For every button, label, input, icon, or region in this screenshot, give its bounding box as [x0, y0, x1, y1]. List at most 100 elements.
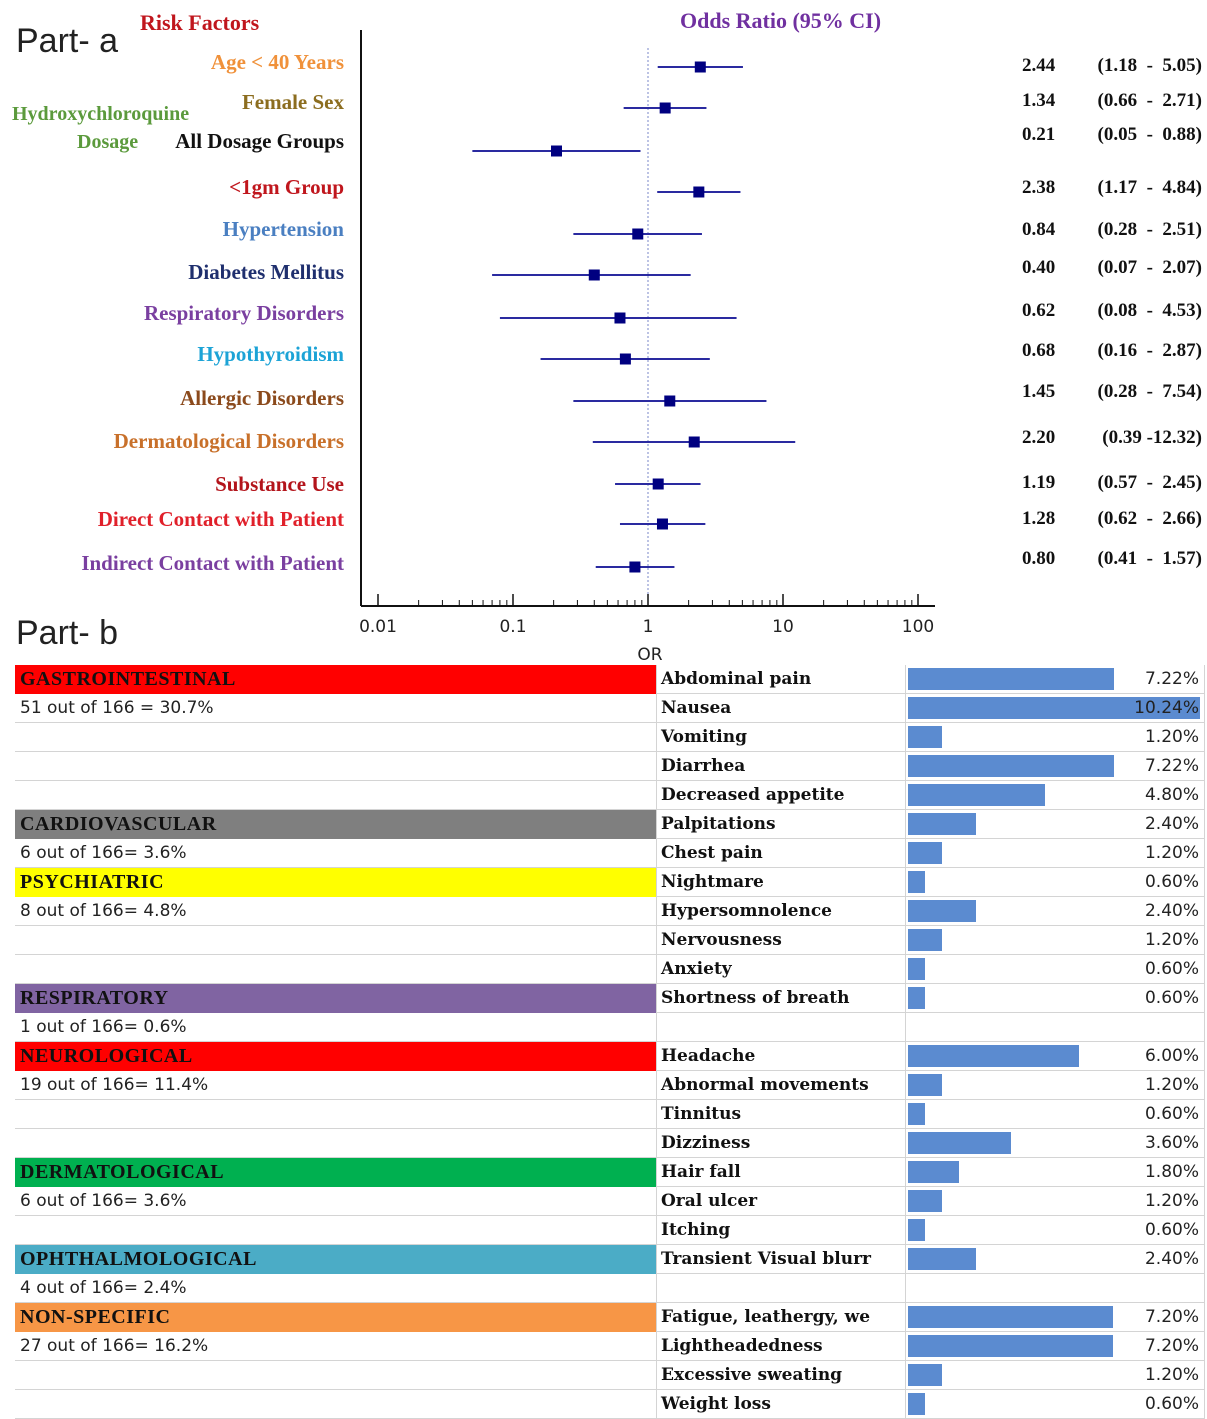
- risk-factor-label: Dermatological Disorders: [113, 429, 344, 453]
- table-row: Excessive sweating 1.20%: [15, 1361, 1205, 1390]
- percent-bar: [908, 1103, 926, 1125]
- symptom-name: Chest pain: [656, 839, 906, 868]
- symptom-name: Excessive sweating: [656, 1361, 906, 1390]
- ci-value: (0.57 - 2.45): [1097, 472, 1202, 493]
- percent-label: 0.60%: [1144, 959, 1199, 979]
- percent-bar: [908, 668, 1114, 690]
- symptom-name: Decreased appetite: [656, 781, 906, 810]
- percent-bar: [908, 1335, 1114, 1357]
- percent-bar: [908, 1161, 960, 1183]
- risk-factor-label: Age < 40 Years: [210, 50, 344, 74]
- category-summary: 6 out of 166= 3.6%: [20, 843, 187, 863]
- or-value: 1.28: [1022, 508, 1056, 529]
- summary-cell: 27 out of 166= 16.2%: [15, 1332, 656, 1361]
- bar-cell: 2.40%: [906, 897, 1205, 926]
- category-summary: 8 out of 166= 4.8%: [20, 901, 187, 921]
- bar-cell: 1.20%: [906, 723, 1205, 752]
- percent-bar: [908, 1393, 926, 1415]
- percent-bar: [908, 726, 943, 748]
- category-name: CARDIOVASCULAR: [20, 813, 217, 835]
- bar-cell: 0.60%: [906, 955, 1205, 984]
- risk-factors-header: Risk Factors: [140, 10, 260, 35]
- symptom-name: Headache: [656, 1042, 906, 1071]
- risk-factor-label: Hypertension: [222, 217, 344, 241]
- ci-value: (0.07 - 2.07): [1097, 257, 1202, 278]
- or-value: 0.68: [1022, 340, 1056, 361]
- bar-cell: 0.60%: [906, 1216, 1205, 1245]
- risk-factor-label: <1gm Group: [229, 175, 344, 199]
- ci-value: (0.62 - 2.66): [1097, 508, 1202, 529]
- symptom-name: Dizziness: [656, 1129, 906, 1158]
- percent-bar: [908, 697, 1200, 719]
- percent-label: 2.40%: [1144, 1249, 1199, 1269]
- ci-value: (0.66 - 2.71): [1097, 90, 1202, 111]
- percent-bar: [908, 1306, 1114, 1328]
- percent-bar: [908, 1074, 943, 1096]
- category-cell: RESPIRATORY: [15, 984, 656, 1013]
- percent-label: 7.20%: [1144, 1307, 1199, 1327]
- table-row: Nervousness 1.20%: [15, 926, 1205, 955]
- table-row: Vomiting 1.20%: [15, 723, 1205, 752]
- table-row: Dizziness 3.60%: [15, 1129, 1205, 1158]
- percent-bar: [908, 1132, 1011, 1154]
- category-name: NON-SPECIFIC: [20, 1306, 171, 1328]
- symptom-name: Palpitations: [656, 810, 906, 839]
- table-row: 51 out of 166 = 30.7% Nausea 10.24%: [15, 694, 1205, 723]
- summary-cell: [15, 1100, 656, 1129]
- category-name: DERMATOLOGICAL: [20, 1161, 225, 1183]
- risk-factor-label: Indirect Contact with Patient: [81, 551, 344, 575]
- category-cell: NON-SPECIFIC: [15, 1303, 656, 1332]
- or-marker: [614, 312, 626, 324]
- bar-cell: 7.22%: [906, 752, 1205, 781]
- percent-bar: [908, 755, 1114, 777]
- summary-cell: 1 out of 166= 0.6%: [15, 1013, 656, 1042]
- or-value: 1.34: [1022, 90, 1056, 111]
- bar-cell: 4.80%: [906, 781, 1205, 810]
- or-marker: [693, 186, 705, 198]
- symptom-name: Abdominal pain: [656, 665, 906, 694]
- or-marker: [550, 145, 562, 157]
- percent-label: 1.20%: [1144, 727, 1199, 747]
- bar-cell: 1.20%: [906, 1071, 1205, 1100]
- category-cell: DERMATOLOGICAL: [15, 1158, 656, 1187]
- table-row: CARDIOVASCULAR Palpitations 2.40%: [15, 810, 1205, 839]
- or-marker: [629, 561, 641, 573]
- symptom-name: Weight loss: [656, 1390, 906, 1419]
- summary-cell: [15, 1390, 656, 1419]
- or-value: 2.20: [1022, 427, 1056, 448]
- percent-label: 2.40%: [1144, 814, 1199, 834]
- risk-factor-label: Substance Use: [215, 472, 344, 496]
- summary-cell: [15, 781, 656, 810]
- percent-label: 6.00%: [1144, 1046, 1199, 1066]
- percent-label: 4.80%: [1144, 785, 1199, 805]
- category-cell: PSYCHIATRIC: [15, 868, 656, 897]
- category-summary: 19 out of 166= 11.4%: [20, 1075, 209, 1095]
- ci-value: (1.17 - 4.84): [1097, 177, 1202, 198]
- percent-label: 10.24%: [1134, 698, 1199, 718]
- table-row: 19 out of 166= 11.4% Abnormal movements 1.…: [15, 1071, 1205, 1100]
- category-cell: GASTROINTESTINAL: [15, 665, 656, 694]
- category-name: OPHTHALMOLOGICAL: [20, 1248, 257, 1270]
- symptom-name: [656, 1274, 906, 1303]
- summary-cell: 19 out of 166= 11.4%: [15, 1071, 656, 1100]
- summary-cell: 8 out of 166= 4.8%: [15, 897, 656, 926]
- bar-cell: [906, 1013, 1205, 1042]
- percent-bar: [908, 1219, 926, 1241]
- percent-bar: [908, 958, 926, 980]
- risk-factor-label: Allergic Disorders: [180, 386, 344, 410]
- ci-value: (0.41 - 1.57): [1097, 548, 1202, 569]
- bar-cell: 1.80%: [906, 1158, 1205, 1187]
- or-marker: [588, 269, 600, 281]
- percent-label: 1.20%: [1144, 843, 1199, 863]
- table-row: 6 out of 166= 3.6% Oral ulcer 1.20%: [15, 1187, 1205, 1216]
- percent-bar: [908, 1190, 943, 1212]
- risk-factor-label: Hypothyroidism: [197, 342, 344, 366]
- table-row: Tinnitus 0.60%: [15, 1100, 1205, 1129]
- symptom-name: Nightmare: [656, 868, 906, 897]
- odds-ratio-header: Odds Ratio (95% CI): [680, 8, 882, 33]
- percent-label: 3.60%: [1144, 1133, 1199, 1153]
- percent-label: 0.60%: [1144, 988, 1199, 1008]
- symptom-name: Diarrhea: [656, 752, 906, 781]
- table-row: 8 out of 166= 4.8% Hypersomnolence 2.40%: [15, 897, 1205, 926]
- symptom-name: Abnormal movements: [656, 1071, 906, 1100]
